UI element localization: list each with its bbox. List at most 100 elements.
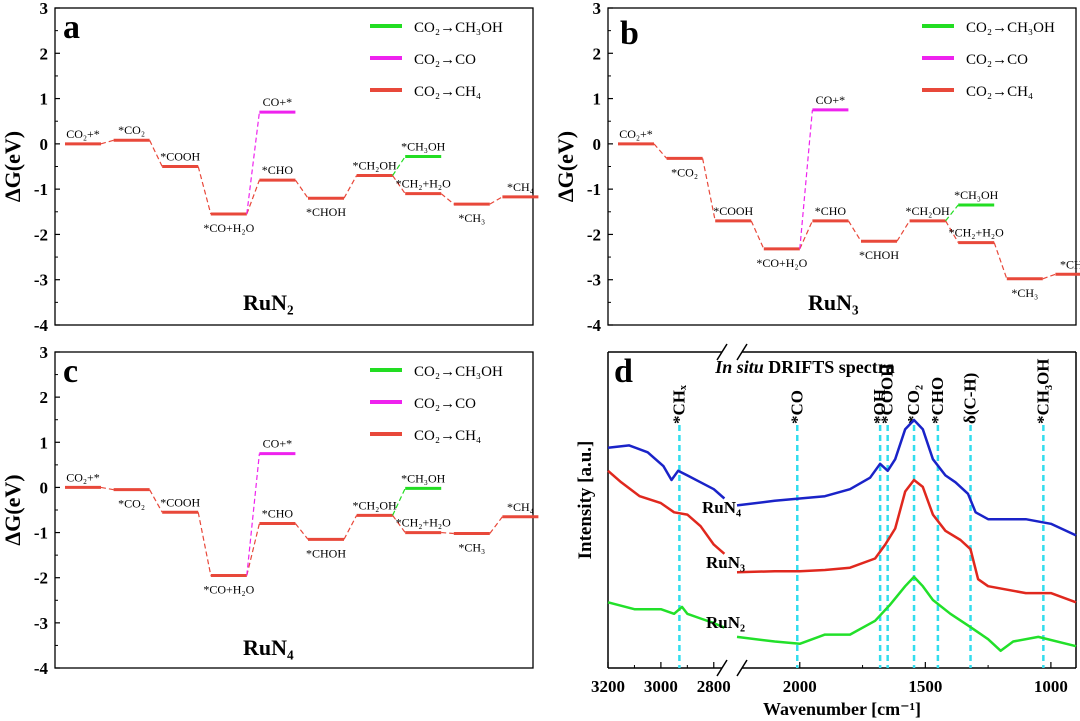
- connector-ch4: [489, 516, 503, 534]
- connector-ch4: [197, 512, 212, 576]
- state-label-ch3oh: *CH₃OH: [401, 471, 446, 485]
- y-tick-label: -4: [587, 316, 602, 335]
- series-label: RuN₃: [706, 553, 745, 572]
- y-tick-label: 2: [40, 44, 49, 63]
- legend-label-co2_ch3oh: CO₂→CH₃OH: [414, 364, 503, 380]
- series-label: RuN₂: [706, 613, 745, 632]
- state-label: CO₂+*: [66, 127, 100, 141]
- legend-label-co2_co: CO₂→CO: [966, 52, 1028, 68]
- y-tick-label: -2: [34, 569, 48, 588]
- y-tick-label: -4: [34, 659, 49, 678]
- connector-ch4: [440, 193, 455, 205]
- state-label: *CH₄: [1060, 257, 1080, 271]
- x-tick-label: 3200: [591, 677, 625, 696]
- connector-co: [799, 109, 813, 249]
- y-tick-label: -2: [587, 225, 601, 244]
- y-tick-label: 3: [593, 0, 602, 18]
- connector-ch4: [702, 158, 716, 221]
- axis-break-mark: [736, 659, 748, 677]
- axis-break-mark: [716, 659, 728, 677]
- state-label: *CO+H₂O: [203, 221, 254, 235]
- marker-label: *CHₓ: [669, 385, 688, 424]
- marker-label: *CH₃OH: [1033, 358, 1052, 424]
- spectrum-line-seg1: [607, 601, 725, 629]
- spectra-title: In situ DRIFTS spectra: [714, 357, 895, 377]
- state-label-co: CO+*: [263, 95, 292, 109]
- y-tick-label: -3: [587, 271, 601, 290]
- x-tick-label: 2000: [783, 677, 817, 696]
- state-label: *CO+H₂O: [756, 256, 807, 270]
- state-label: *CH₃: [1011, 286, 1038, 300]
- y-tick-label: -2: [34, 225, 48, 244]
- axis-break-mark: [716, 343, 728, 361]
- state-label: *COOH: [160, 150, 200, 164]
- y-axis-title: ΔG(eV): [0, 474, 25, 545]
- marker-label: *CO₂: [904, 385, 923, 424]
- state-label: *CH₃: [458, 540, 485, 554]
- spectrum-line-seg1: [607, 444, 726, 500]
- panel-letter: c: [63, 353, 78, 390]
- material-label: RuN₄: [243, 635, 294, 660]
- x-tick-label: 2800: [697, 677, 731, 696]
- marker-label: *COOH: [878, 364, 897, 424]
- connector-ch4: [343, 515, 358, 540]
- y-axis-title: ΔG(eV): [0, 131, 25, 202]
- material-label: RuN₂: [243, 290, 294, 315]
- y-tick-label: 1: [40, 90, 49, 109]
- y-tick-label: -1: [587, 180, 601, 199]
- y-tick-label: -4: [34, 316, 49, 335]
- connector-ch4: [799, 220, 813, 250]
- connector-ch4: [149, 139, 163, 167]
- state-label: *CH₂+H₂O: [396, 516, 451, 530]
- state-label: *CH₂+H₂O: [949, 226, 1004, 240]
- y-tick-label: -1: [34, 524, 48, 543]
- state-label-ch3oh: *CH₃OH: [954, 188, 999, 202]
- x-axis-title: Wavenumber [cm⁻¹]: [763, 699, 921, 719]
- connector-ch4: [653, 143, 668, 159]
- y-tick-label: 0: [593, 135, 602, 154]
- state-label: CO₂+*: [619, 127, 653, 141]
- connector-ch4: [197, 166, 212, 215]
- axis-break-mark: [736, 343, 748, 361]
- connector-ch4: [847, 220, 862, 242]
- legend-label-co2_ch4: CO₂→CH₄: [966, 84, 1033, 100]
- connector-ch4: [149, 489, 163, 513]
- marker-label: *CO: [787, 390, 806, 424]
- state-label: *CH₄: [507, 180, 534, 194]
- connector-ch4: [1042, 273, 1056, 280]
- state-label: *CO+H₂O: [203, 582, 254, 596]
- x-tick-label: 1500: [908, 677, 942, 696]
- legend-label-co2_ch3oh: CO₂→CH₃OH: [414, 20, 503, 36]
- connector-ch4: [100, 139, 114, 145]
- legend-label-co2_co: CO₂→CO: [414, 52, 476, 68]
- series-label: RuN₄: [702, 498, 741, 517]
- legend-label-co2_ch3oh: CO₂→CH₃OH: [966, 20, 1055, 36]
- y-axis-title: ΔG(eV): [553, 131, 578, 202]
- x-tick-label: 3000: [644, 677, 678, 696]
- connector-ch4: [441, 531, 454, 535]
- y-tick-label: 2: [593, 44, 602, 63]
- energy-panel-a: 3 2 1 0 -1 -2 -3 -4 ΔG(eV) a RuN₂ CO₂→CH₃OH CO₂→CO CO…: [0, 0, 539, 335]
- y-tick-label: 3: [40, 343, 49, 362]
- connector-ch4: [343, 175, 358, 199]
- connector-ch4: [750, 220, 765, 250]
- spectrum-line-seg2: [736, 418, 1077, 537]
- state-label: *CH₂OH: [906, 204, 951, 218]
- state-label: *CO₂: [118, 497, 145, 511]
- panel-letter: b: [620, 15, 639, 52]
- state-label: *COOH: [160, 495, 200, 509]
- connector-ch3oh: [392, 488, 406, 516]
- energy-panel-c: 3 2 1 0 -1 -2 -3 -4 ΔG(eV) c RuN₄ CO₂→CH₃OH CO₂→CO CO…: [0, 343, 539, 678]
- state-label: *CHOH: [306, 546, 346, 560]
- y-tick-label: 1: [593, 90, 602, 109]
- state-label: *CHO: [262, 163, 294, 177]
- marker-label: δ(C-H): [961, 373, 980, 424]
- connector-ch4: [489, 196, 503, 205]
- x-tick-label: 1000: [1034, 677, 1068, 696]
- connector-ch3oh: [392, 156, 406, 176]
- connector-co: [246, 112, 260, 215]
- connector-ch4: [896, 220, 911, 242]
- legend-label-co2_ch4: CO₂→CH₄: [414, 84, 481, 100]
- spectra-title-italic: In situ: [714, 357, 764, 377]
- state-label: *CH₃: [458, 211, 485, 225]
